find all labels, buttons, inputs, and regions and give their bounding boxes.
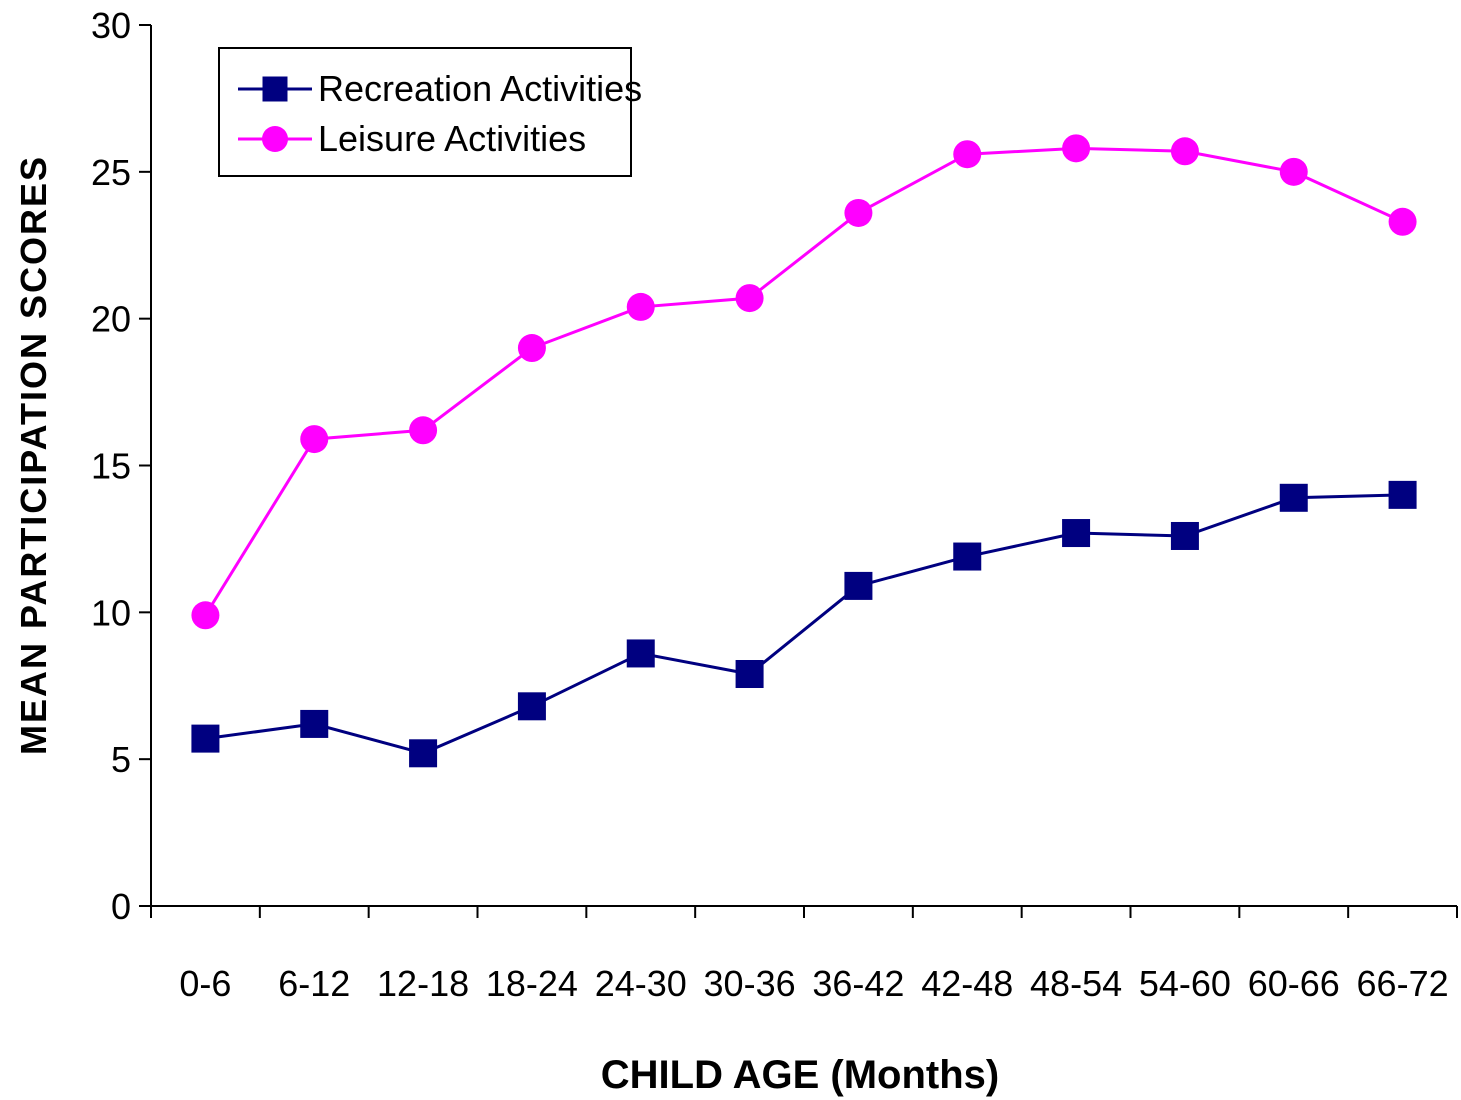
data-point-leisure — [1062, 134, 1091, 163]
data-point-recreation — [300, 709, 329, 738]
y-tick-label: 10 — [91, 592, 131, 633]
y-tick-label: 20 — [91, 299, 131, 340]
x-tick-label: 30-36 — [704, 963, 796, 1004]
series-line-leisure — [204, 146, 1404, 617]
legend-label-recreation: Recreation Activities — [318, 68, 642, 109]
series-line-recreation — [205, 493, 1403, 755]
data-point-leisure — [844, 198, 873, 227]
legend-swatch-leisure-marker — [262, 126, 288, 152]
y-tick-label: 30 — [91, 5, 131, 46]
y-tick-label: 5 — [111, 739, 131, 780]
data-point-leisure — [191, 601, 220, 630]
series-recreation — [191, 480, 1417, 768]
x-axis-title: CHILD AGE (Months) — [601, 1053, 999, 1097]
data-point-recreation — [844, 571, 873, 600]
series-leisure — [191, 134, 1417, 630]
x-tick-label: 54-60 — [1139, 963, 1231, 1004]
x-tick-label: 18-24 — [486, 963, 578, 1004]
y-tick-label: 0 — [111, 886, 131, 927]
data-point-recreation — [517, 692, 546, 721]
x-tick-label: 0-6 — [179, 963, 231, 1004]
data-point-leisure — [735, 284, 764, 313]
x-tick-label: 42-48 — [921, 963, 1013, 1004]
series-layer — [191, 134, 1417, 768]
x-tick-label: 24-30 — [595, 963, 687, 1004]
data-point-leisure — [1279, 157, 1308, 186]
data-point-recreation — [1062, 519, 1091, 548]
x-tick-label: 12-18 — [377, 963, 469, 1004]
x-tick-label: 60-66 — [1248, 963, 1340, 1004]
data-point-recreation — [953, 542, 982, 571]
data-point-recreation — [626, 639, 655, 668]
data-point-recreation — [409, 739, 438, 768]
x-tick-label: 66-72 — [1357, 963, 1449, 1004]
data-point-recreation — [735, 660, 764, 689]
data-point-recreation — [1388, 480, 1417, 509]
legend-box — [218, 47, 632, 177]
x-tick-label: 36-42 — [812, 963, 904, 1004]
data-point-leisure — [517, 334, 546, 363]
data-point-leisure — [1170, 137, 1199, 166]
x-axis-ticks: 0-6 6-12 12-18 18-24 24-30 30-36 36-42 42-48 48-… — [150, 906, 1458, 1004]
data-point-leisure — [953, 140, 982, 169]
x-tick-label: 6-12 — [278, 963, 350, 1004]
data-point-leisure — [409, 416, 438, 445]
data-point-leisure — [626, 292, 655, 321]
y-tick-label: 25 — [91, 152, 131, 193]
x-tick-label: 48-54 — [1030, 963, 1122, 1004]
y-axis-ticks: 0 5 10 15 20 25 30 — [91, 5, 151, 927]
legend-swatch-recreation-marker — [262, 76, 288, 102]
legend: Recreation Activities Leisure Activities — [218, 47, 642, 177]
data-point-leisure — [300, 425, 329, 454]
legend-label-leisure: Leisure Activities — [318, 118, 586, 159]
data-point-recreation — [1170, 521, 1199, 550]
y-axis-title: MEAN PARTICIPATION SCORES — [13, 155, 54, 755]
data-point-recreation — [1279, 483, 1308, 512]
y-tick-label: 15 — [91, 446, 131, 487]
data-point-recreation — [191, 724, 220, 753]
data-point-leisure — [1388, 207, 1417, 236]
